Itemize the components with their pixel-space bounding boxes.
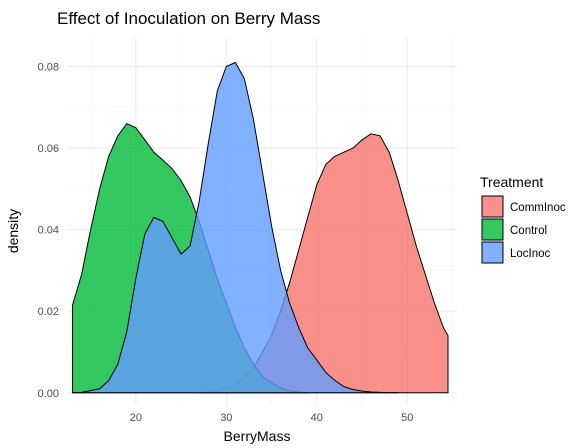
x-tick-label: 40 [311,412,323,424]
legend-label-locinoc: LocInoc [510,248,551,260]
legend-label-control: Control [510,225,547,237]
x-tick-label: 30 [220,412,232,424]
legend-title: Treatment [480,174,543,190]
y-tick-label: 0.06 [38,143,59,155]
x-tick-label: 20 [130,412,142,424]
legend-key-locinoc [481,241,504,264]
legend-label-comminoc: CommInoc [510,202,566,214]
y-axis-ticks: 0.00 0.02 0.04 0.06 0.08 [38,62,59,400]
x-tick-label: 50 [401,412,413,424]
legend-key-comminoc [481,195,504,218]
y-tick-label: 0.08 [38,62,59,74]
chart-title: Effect of Inoculation on Berry Mass [57,9,320,28]
y-tick-label: 0.00 [38,388,59,400]
legend: Treatment CommInoc Control LocInoc [480,174,566,264]
density-areas [72,62,449,394]
x-axis-title: BerryMass [224,428,291,444]
legend-key-control [481,218,504,241]
y-axis-title: density [5,209,21,253]
density-area-locinoc [72,62,399,394]
y-tick-label: 0.04 [38,225,59,237]
y-tick-label: 0.02 [38,306,59,318]
x-axis-ticks: 20 30 40 50 [130,412,414,424]
